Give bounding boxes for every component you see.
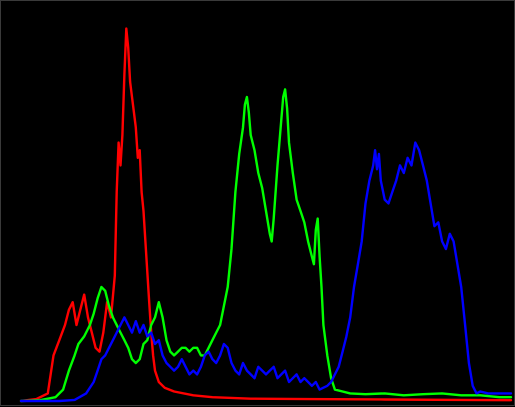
- green-channel-line: [19, 88, 513, 403]
- blue-channel-line: [19, 141, 513, 403]
- red-channel-line: [19, 27, 513, 403]
- series-group: [19, 27, 513, 403]
